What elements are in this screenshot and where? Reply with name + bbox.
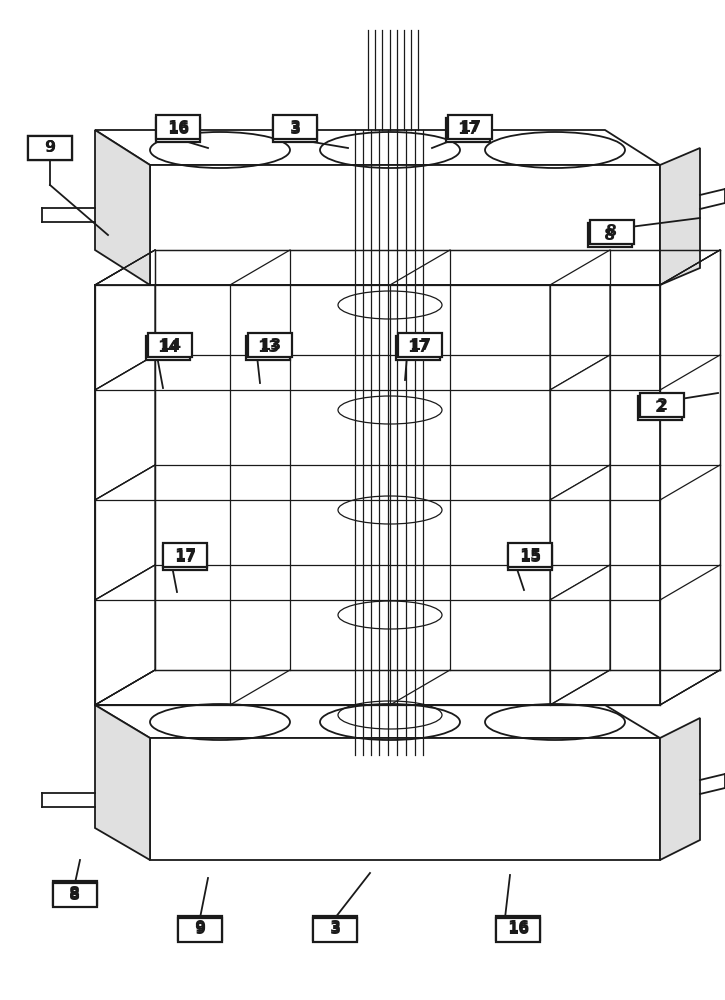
FancyBboxPatch shape: [273, 115, 317, 139]
Text: 17: 17: [174, 548, 196, 562]
Text: 9: 9: [44, 140, 56, 155]
Text: 16: 16: [167, 122, 189, 137]
Text: 16: 16: [167, 119, 189, 134]
Text: 3: 3: [289, 122, 301, 137]
Text: 16: 16: [507, 920, 529, 936]
FancyBboxPatch shape: [163, 546, 207, 570]
Text: 3: 3: [289, 119, 301, 134]
FancyBboxPatch shape: [178, 916, 222, 940]
FancyBboxPatch shape: [163, 543, 207, 567]
Text: 13: 13: [259, 338, 281, 353]
Polygon shape: [550, 565, 610, 705]
Polygon shape: [95, 355, 155, 500]
Text: 17: 17: [174, 550, 196, 566]
FancyBboxPatch shape: [590, 220, 634, 244]
FancyBboxPatch shape: [496, 916, 540, 940]
FancyBboxPatch shape: [178, 918, 222, 942]
FancyBboxPatch shape: [313, 918, 357, 942]
Polygon shape: [550, 250, 610, 390]
FancyBboxPatch shape: [448, 115, 492, 139]
FancyBboxPatch shape: [148, 333, 192, 357]
Polygon shape: [550, 355, 610, 500]
FancyBboxPatch shape: [638, 396, 682, 420]
Text: 15: 15: [519, 548, 541, 562]
FancyBboxPatch shape: [588, 223, 632, 247]
FancyBboxPatch shape: [248, 333, 292, 357]
Text: 8: 8: [70, 888, 80, 902]
Polygon shape: [660, 718, 700, 860]
FancyBboxPatch shape: [156, 118, 200, 142]
Text: 9: 9: [44, 140, 56, 155]
Polygon shape: [95, 130, 150, 285]
Polygon shape: [550, 465, 610, 600]
FancyBboxPatch shape: [28, 136, 72, 160]
Text: 17: 17: [457, 122, 479, 137]
Polygon shape: [660, 148, 700, 285]
FancyBboxPatch shape: [398, 333, 442, 357]
FancyBboxPatch shape: [156, 115, 200, 139]
Text: 17: 17: [407, 340, 429, 356]
FancyBboxPatch shape: [396, 336, 440, 360]
Text: 8: 8: [606, 225, 618, 239]
FancyBboxPatch shape: [446, 118, 490, 142]
Polygon shape: [150, 738, 660, 860]
Text: 17: 17: [459, 119, 481, 134]
FancyBboxPatch shape: [53, 881, 97, 905]
Polygon shape: [95, 705, 150, 860]
FancyBboxPatch shape: [246, 336, 290, 360]
FancyBboxPatch shape: [146, 336, 190, 360]
Text: 17: 17: [409, 338, 431, 353]
Text: 9: 9: [194, 922, 206, 938]
FancyBboxPatch shape: [496, 918, 540, 942]
Text: 9: 9: [194, 920, 206, 936]
Text: 3: 3: [329, 922, 341, 938]
Polygon shape: [150, 165, 660, 285]
FancyBboxPatch shape: [53, 883, 97, 907]
Text: 16: 16: [507, 922, 529, 938]
Text: 13: 13: [257, 340, 279, 356]
FancyBboxPatch shape: [313, 916, 357, 940]
Polygon shape: [95, 465, 155, 600]
Text: 8: 8: [70, 886, 80, 900]
Text: 14: 14: [159, 338, 181, 353]
Polygon shape: [95, 565, 155, 705]
FancyBboxPatch shape: [28, 136, 72, 160]
FancyBboxPatch shape: [640, 393, 684, 417]
Text: 3: 3: [329, 920, 341, 936]
Text: 2: 2: [656, 397, 668, 412]
Text: 2: 2: [655, 400, 666, 416]
Text: 8: 8: [605, 228, 616, 242]
FancyBboxPatch shape: [508, 543, 552, 567]
Polygon shape: [95, 250, 155, 390]
Text: 14: 14: [157, 340, 179, 356]
FancyBboxPatch shape: [273, 118, 317, 142]
Polygon shape: [95, 130, 660, 165]
Text: 15: 15: [519, 550, 541, 566]
FancyBboxPatch shape: [508, 546, 552, 570]
Polygon shape: [95, 705, 660, 738]
